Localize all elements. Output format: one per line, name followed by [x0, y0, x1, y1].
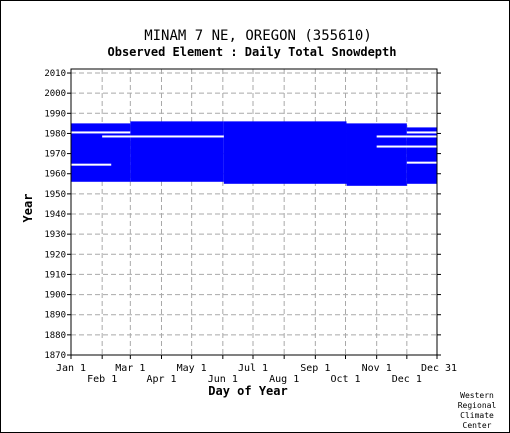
credit-line: Climate: [460, 411, 494, 420]
x-tick-label: Nov 1: [362, 363, 392, 374]
x-tick-label: Jul 1: [238, 363, 268, 374]
x-tick-label: Mar 1: [115, 363, 145, 374]
missing-data-line: [376, 135, 437, 138]
chart-title: MINAM 7 NE, OREGON (355610): [144, 28, 372, 44]
y-tick-label: 1950: [44, 190, 66, 200]
credit-block: Western Regional Climate Center: [458, 391, 497, 430]
x-tick-label: Dec 1: [392, 374, 422, 385]
x-tick-label: Sep 1: [300, 363, 330, 374]
y-tick-label: 1920: [44, 250, 66, 260]
x-tick-label: Apr 1: [146, 374, 176, 385]
y-tick-label: 1960: [44, 170, 66, 180]
y-tick-label: 1910: [44, 270, 66, 280]
y-tick-label: 1980: [44, 129, 66, 139]
x-tick-label: Feb 1: [87, 374, 117, 385]
x-tick-label: Dec 31: [421, 363, 457, 374]
y-tick-label: 1870: [44, 351, 66, 361]
x-tick-label: Jan 1: [56, 363, 86, 374]
missing-data-line: [71, 163, 112, 166]
credit-line: Western: [460, 391, 494, 400]
x-tick-label: Oct 1: [330, 374, 360, 385]
y-axis-label: Year: [21, 194, 35, 223]
credit-line: Regional: [458, 401, 497, 410]
missing-data-line: [71, 131, 131, 134]
y-tick-label: 1900: [44, 291, 66, 301]
data-block: [223, 121, 347, 184]
credit-line: Center: [463, 421, 492, 430]
x-tick-label: May 1: [177, 363, 207, 374]
missing-data-line: [102, 135, 224, 138]
y-tick-label: 1940: [44, 210, 66, 220]
missing-data-line: [406, 161, 437, 164]
plot-area: 1870 1880 1890 1900 1910 1920 1930 1940 1950 1960…: [44, 68, 457, 385]
data-block: [346, 123, 407, 186]
y-tick-label: 2010: [44, 69, 66, 79]
y-tick-label: 1990: [44, 109, 66, 119]
x-tick-label: Aug 1: [269, 374, 299, 385]
y-tick-label: 1880: [44, 331, 66, 341]
y-tick-label: 1930: [44, 230, 66, 240]
missing-data-line: [376, 145, 437, 148]
chart-subtitle: Observed Element : Daily Total Snowdepth: [108, 45, 397, 59]
plot-border: [70, 68, 438, 356]
data-block: [130, 121, 224, 182]
x-tick-label: Jun 1: [208, 374, 238, 385]
y-tick-label: 1970: [44, 150, 66, 160]
y-tick-label: 2000: [44, 89, 66, 99]
y-tick-label: 1890: [44, 311, 66, 321]
x-axis-label: Day of Year: [208, 384, 287, 398]
missing-data-line: [406, 131, 437, 134]
